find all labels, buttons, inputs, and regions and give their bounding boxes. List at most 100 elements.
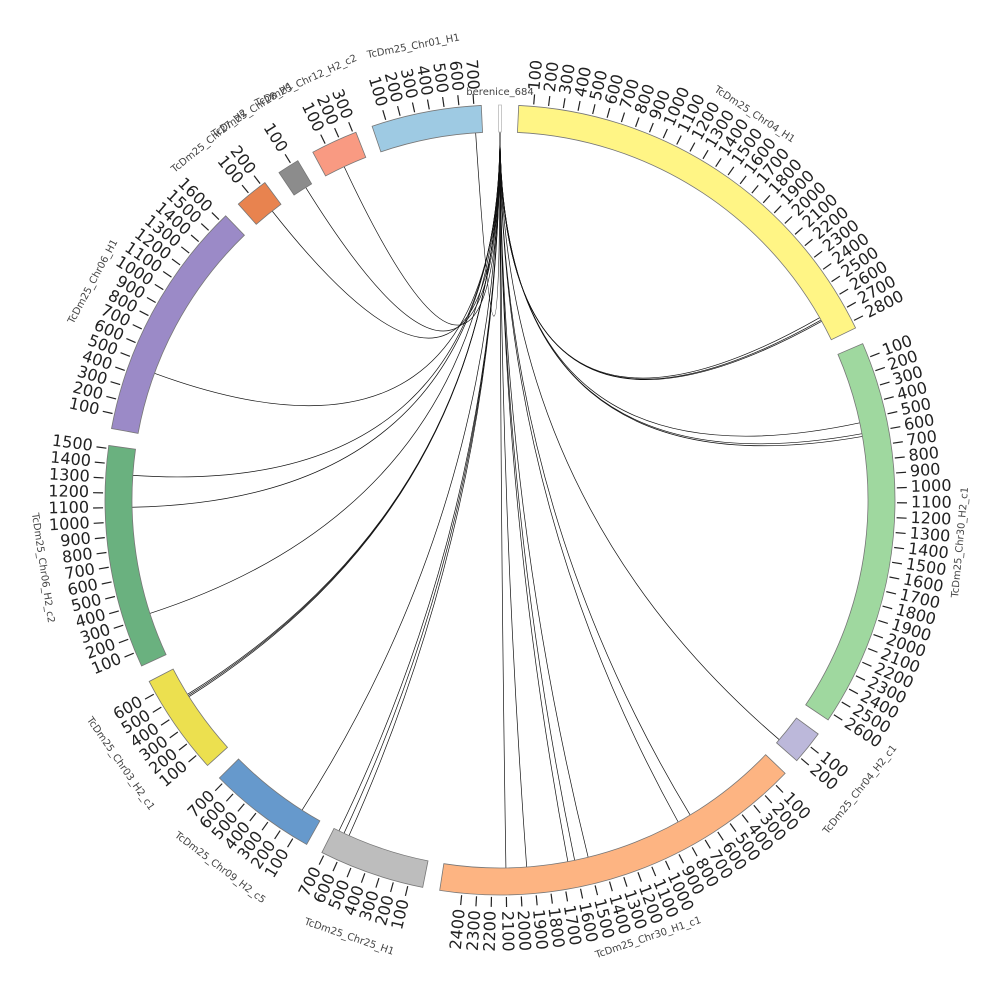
segment (111, 215, 245, 434)
tick (287, 838, 294, 848)
tick (794, 227, 803, 235)
tick (873, 633, 884, 639)
tick (396, 105, 401, 116)
tick (460, 895, 463, 906)
tick (162, 271, 172, 278)
tick (753, 804, 761, 814)
tick (382, 110, 387, 120)
segment (439, 754, 786, 896)
tick (200, 223, 210, 231)
tick (390, 882, 394, 893)
tick (594, 885, 599, 896)
tick-label: 1900 (529, 908, 552, 950)
tick (320, 134, 326, 144)
tick (739, 175, 747, 185)
tick (457, 95, 460, 106)
tick (94, 461, 105, 464)
tick-label: 2300 (463, 910, 484, 952)
tick (878, 619, 889, 625)
tick (318, 855, 325, 865)
link (499, 131, 691, 816)
tick (717, 831, 724, 841)
tick (704, 839, 711, 849)
tick (784, 216, 793, 224)
tick (160, 719, 170, 726)
tick-label: 1300 (909, 523, 951, 545)
tick (637, 872, 642, 882)
tick (689, 142, 696, 152)
tick (890, 426, 901, 430)
tick (875, 366, 886, 372)
tick (472, 93, 475, 104)
tick (773, 205, 782, 214)
tick (96, 551, 107, 555)
tick (102, 410, 113, 415)
tick (810, 746, 819, 754)
link (305, 131, 501, 332)
tick (144, 693, 155, 700)
tick (896, 471, 907, 474)
tick (132, 324, 143, 330)
tick-label: 1200 (48, 481, 89, 501)
tick (109, 610, 119, 615)
tick (886, 591, 897, 595)
link (499, 131, 576, 861)
tick (853, 315, 864, 321)
tick (879, 381, 890, 386)
tick (411, 102, 416, 113)
segment-name: berenice_684 (466, 87, 533, 98)
tick (702, 149, 709, 160)
tick-label: 100 (524, 59, 546, 91)
tick (895, 532, 906, 535)
tick (855, 675, 866, 681)
tick (178, 743, 188, 751)
link (188, 131, 501, 696)
tick (727, 166, 735, 176)
tick-label: 500 (429, 61, 452, 94)
segment (148, 668, 229, 767)
tick (648, 122, 654, 133)
tick (889, 576, 900, 580)
tick (442, 96, 445, 108)
tick-label: 1200 (910, 508, 952, 529)
tick (592, 104, 596, 115)
tick (676, 135, 682, 145)
segment (321, 827, 429, 888)
tick (579, 888, 584, 899)
segment (278, 160, 313, 196)
link (499, 131, 528, 868)
tick (623, 877, 628, 887)
tick (848, 688, 859, 695)
tick-label: 2000 (514, 910, 535, 952)
tick-label: 1100 (48, 498, 89, 518)
link (338, 131, 501, 832)
link (499, 131, 679, 823)
tick (106, 395, 117, 400)
tick-label: 900 (59, 529, 91, 551)
link (499, 131, 569, 862)
tick (180, 246, 190, 254)
tick (620, 112, 626, 123)
tick (348, 121, 353, 132)
tick-label: 1300 (49, 464, 91, 485)
tick (665, 860, 671, 871)
tick-label: 1000 (48, 513, 90, 534)
tick (894, 546, 905, 550)
tick (284, 154, 291, 164)
tick-label: 300 (555, 62, 579, 95)
tick (169, 731, 179, 739)
tick (118, 638, 129, 644)
tick (241, 184, 249, 194)
tick (375, 877, 380, 888)
segment (104, 445, 167, 667)
link (188, 131, 501, 697)
tick (113, 624, 124, 629)
tick (892, 441, 903, 444)
segment (237, 182, 282, 225)
segment (371, 105, 483, 153)
tick (334, 127, 340, 138)
tick (146, 296, 156, 303)
tick (126, 338, 136, 344)
tick-label: 2100 (498, 911, 518, 952)
